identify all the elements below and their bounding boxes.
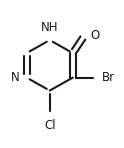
Text: Cl: Cl bbox=[44, 119, 56, 132]
Text: N: N bbox=[11, 71, 19, 84]
Text: Br: Br bbox=[102, 71, 115, 84]
Text: O: O bbox=[90, 29, 99, 42]
Text: NH: NH bbox=[41, 21, 59, 34]
